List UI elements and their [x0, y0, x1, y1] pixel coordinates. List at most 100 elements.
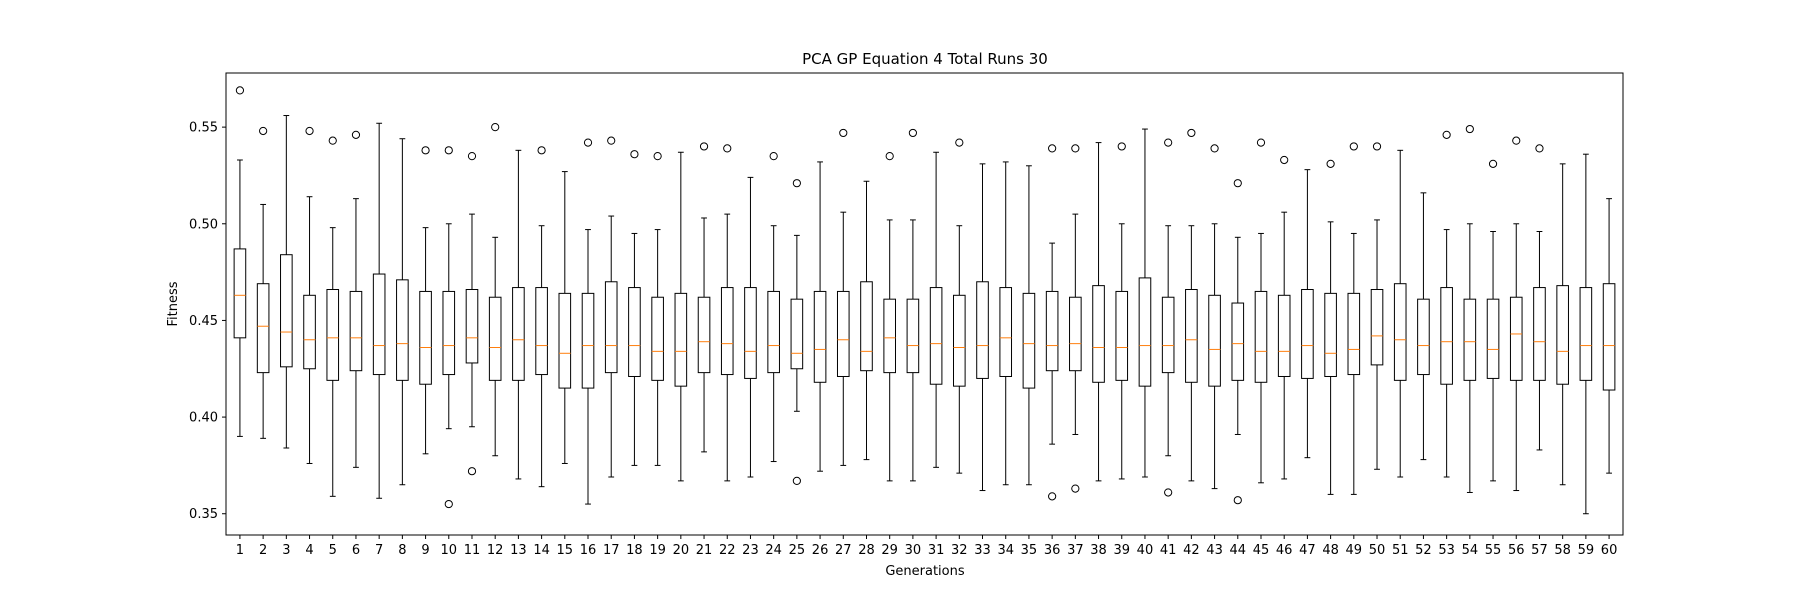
- iqr-box: [581, 292, 595, 389]
- iqr-box: [1022, 292, 1036, 389]
- box-group: [628, 150, 641, 466]
- iqr-box: [326, 289, 340, 381]
- outlier-point: [351, 130, 361, 139]
- iqr-box: [628, 287, 641, 377]
- outlier-point: [723, 144, 732, 153]
- iqr-box: [1486, 298, 1500, 379]
- outlier-point: [1210, 144, 1219, 153]
- box-group: [465, 152, 479, 476]
- x-tick-label: 51: [1392, 543, 1409, 558]
- iqr-box: [1417, 298, 1430, 376]
- iqr-box: [1254, 290, 1268, 383]
- x-tick-label: 43: [1206, 543, 1223, 558]
- iqr-box: [953, 294, 966, 387]
- box-group: [674, 151, 688, 482]
- outlier-point: [699, 142, 709, 151]
- x-tick-label: 39: [1113, 543, 1130, 558]
- box-group: [1393, 149, 1407, 478]
- x-tick-label: 58: [1554, 543, 1571, 558]
- outlier-point: [1117, 142, 1126, 151]
- outlier-point: [607, 136, 616, 145]
- x-tick-label: 3: [282, 543, 290, 558]
- x-tick-label: 57: [1531, 543, 1548, 558]
- box-group: [1161, 138, 1175, 497]
- outlier-point: [1164, 488, 1173, 497]
- iqr-box: [1440, 287, 1453, 385]
- x-tick-label: 53: [1438, 543, 1455, 558]
- box-group: [372, 122, 386, 499]
- box-group: [883, 152, 896, 482]
- x-tick-label: 18: [626, 543, 643, 558]
- outlier-point: [305, 126, 314, 136]
- outlier-point: [1442, 130, 1451, 139]
- x-tick-label: 22: [719, 543, 736, 558]
- iqr-box: [906, 298, 920, 374]
- x-tick-label: 11: [464, 543, 481, 558]
- iqr-box: [999, 287, 1013, 377]
- x-tick-label: 13: [510, 543, 527, 558]
- iqr-box: [1579, 287, 1593, 381]
- iqr-box: [1393, 283, 1407, 381]
- x-tick-label: 10: [441, 543, 458, 558]
- outlier-point: [1326, 159, 1335, 168]
- outlier-point: [885, 152, 894, 161]
- iqr-box: [280, 254, 293, 368]
- outlier-point: [792, 476, 801, 485]
- box-group: [1440, 130, 1453, 478]
- iqr-box: [349, 290, 363, 372]
- iqr-box: [976, 281, 989, 379]
- x-axis-ticks: 1 2 3 4 5 6 7 8 9 10 11 12 13 14 15 16 17 18 19 20 21 22 23 24 2…: [236, 535, 1618, 558]
- iqr-box: [651, 296, 664, 381]
- outlier-point: [444, 499, 453, 509]
- iqr-box: [1231, 302, 1245, 381]
- box-group: [1463, 124, 1477, 493]
- iqr-box: [1533, 287, 1546, 381]
- box-group: [697, 142, 711, 453]
- iqr-box: [1370, 289, 1384, 366]
- x-tick-label: 36: [1044, 543, 1061, 558]
- box-group: [1022, 165, 1036, 486]
- plot-marks: [233, 86, 1616, 515]
- x-tick-label: 21: [696, 543, 713, 558]
- x-tick-label: 29: [881, 543, 898, 558]
- box-group: [953, 138, 966, 474]
- iqr-box: [860, 281, 873, 372]
- outlier-point: [653, 152, 662, 161]
- box-group: [929, 151, 943, 468]
- x-tick-label: 47: [1299, 543, 1316, 558]
- x-tick-label: 60: [1601, 543, 1618, 558]
- iqr-box: [396, 279, 409, 381]
- iqr-box: [790, 298, 804, 370]
- outlier-point: [1164, 138, 1173, 147]
- iqr-box: [697, 296, 711, 374]
- x-tick-label: 50: [1369, 543, 1386, 558]
- outlier-point: [1071, 484, 1080, 493]
- outlier-point: [1512, 136, 1521, 145]
- outlier-point: [1256, 138, 1266, 147]
- y-tick-label: 0.50: [189, 217, 218, 232]
- box-group: [442, 146, 456, 509]
- box-group: [1138, 128, 1152, 478]
- box-group: [1231, 179, 1245, 505]
- outlier-point: [908, 128, 917, 138]
- x-tick-label: 25: [789, 543, 806, 558]
- x-tick-label: 4: [305, 543, 313, 558]
- box-group: [1045, 144, 1059, 501]
- box-group: [976, 163, 989, 492]
- iqr-box: [465, 289, 479, 364]
- outlier-point: [491, 123, 500, 132]
- x-tick-label: 41: [1160, 543, 1177, 558]
- x-tick-label: 6: [352, 543, 360, 558]
- x-tick-label: 34: [997, 543, 1014, 558]
- box-group: [1277, 155, 1291, 480]
- box-group: [906, 128, 920, 482]
- x-tick-label: 14: [533, 543, 550, 558]
- iqr-box: [558, 292, 572, 389]
- y-tick-label: 0.55: [189, 121, 218, 136]
- x-tick-label: 7: [375, 543, 383, 558]
- outlier-point: [1233, 496, 1242, 505]
- box-group: [720, 144, 734, 482]
- outlier-point: [839, 128, 848, 138]
- box-group: [860, 180, 873, 461]
